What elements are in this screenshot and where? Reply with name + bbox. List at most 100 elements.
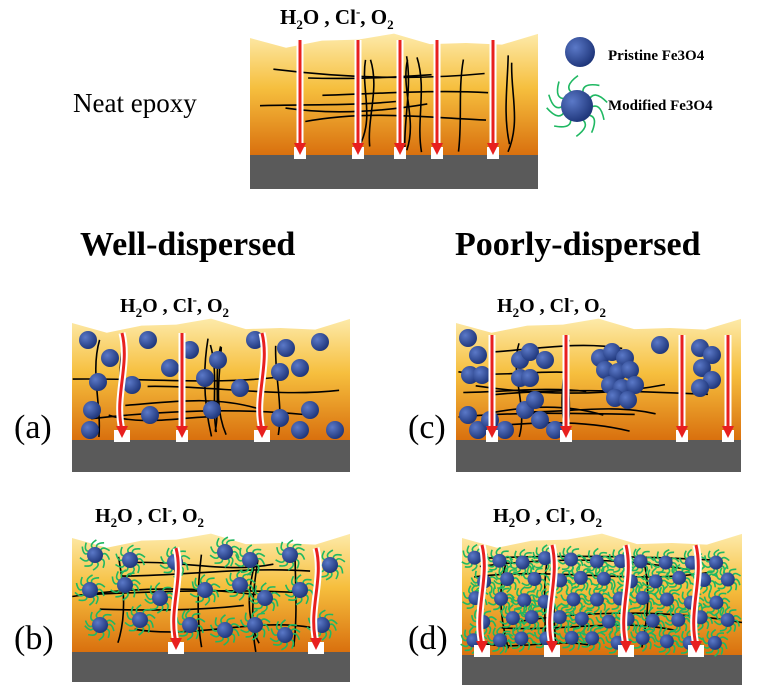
arrow-head xyxy=(394,143,406,155)
fe3o4-particle xyxy=(659,634,674,649)
fe3o4-particle xyxy=(469,421,487,439)
coating-layer xyxy=(250,33,538,155)
neat-epoxy-label: Neat epoxy xyxy=(73,88,197,118)
polymer-chain xyxy=(368,59,375,147)
fe3o4-particle xyxy=(709,555,724,570)
fe3o4-particle xyxy=(566,592,581,607)
arrow-shaft xyxy=(118,332,126,431)
fe3o4-particle xyxy=(139,331,157,349)
fe3o4-particle xyxy=(514,631,529,646)
fe3o4-particle xyxy=(123,376,141,394)
substrate xyxy=(462,655,742,685)
fe3o4-particle xyxy=(546,421,564,439)
fe3o4-particle xyxy=(493,633,508,648)
fe3o4-particle xyxy=(707,635,722,650)
fe3o4-particle xyxy=(596,571,611,586)
fe3o4-particle xyxy=(322,557,338,573)
polymer-chain xyxy=(463,388,587,394)
arrow-shaft xyxy=(478,544,486,646)
substrate xyxy=(456,440,741,472)
polymer-chain xyxy=(305,114,487,123)
fe3o4-particle xyxy=(635,591,650,606)
fe3o4-particle xyxy=(232,577,248,593)
fe3o4-particle xyxy=(589,592,604,607)
fe3o4-particle xyxy=(271,363,289,381)
polymer-chain xyxy=(125,399,261,410)
fe3o4-particle xyxy=(459,329,477,347)
polymer-chain xyxy=(322,90,489,97)
fe3o4-particle xyxy=(659,592,674,607)
fe3o4-particle xyxy=(301,401,319,419)
fe3o4-particle xyxy=(197,582,213,598)
fe3o4-particle xyxy=(720,612,735,627)
fe3o4-particle xyxy=(521,369,539,387)
polymer-chain xyxy=(259,100,396,107)
polymer-chain xyxy=(405,59,412,151)
fe3o4-particle xyxy=(601,614,616,629)
polymer-chain xyxy=(416,57,423,153)
fe3o4-particle xyxy=(494,591,509,606)
svg-text:H2O , Cl-, O2: H2O , Cl-, O2 xyxy=(280,4,394,32)
heading-well-dispersed: Well-dispersed xyxy=(80,226,295,263)
polymer-chain xyxy=(248,562,260,644)
polymer-chain xyxy=(79,589,301,596)
fe3o4-particle xyxy=(83,401,101,419)
fe3o4-particle xyxy=(645,613,660,628)
fe3o4-particle xyxy=(314,617,330,633)
arrow-head xyxy=(620,641,632,653)
svg-text:H2O , Cl-, O2: H2O , Cl-, O2 xyxy=(120,292,229,320)
fe3o4-particle xyxy=(496,421,514,439)
fe3o4-particle xyxy=(500,572,515,587)
arrow-head xyxy=(352,143,364,155)
fe3o4-particle xyxy=(619,391,637,409)
fe3o4-particle xyxy=(589,554,604,569)
fe3o4-particle xyxy=(152,590,168,606)
fe3o4-particle xyxy=(122,552,138,568)
pristine-particle-icon xyxy=(565,37,595,67)
fe3o4-particle xyxy=(527,572,542,587)
arrow-shaft xyxy=(692,544,700,646)
fe3o4-particle xyxy=(467,550,482,565)
panel-c-coating xyxy=(456,318,741,472)
fe3o4-particle xyxy=(459,406,477,424)
fe3o4-particle xyxy=(117,577,133,593)
fe3o4-particle xyxy=(521,343,539,361)
fe3o4-particle xyxy=(515,555,530,570)
neat-epoxy-group: H2O , Cl-, O2 Neat epoxy xyxy=(73,4,538,189)
legend: Pristine Fe3O4 Modified Fe3O4 xyxy=(546,37,713,138)
fe3o4-particle xyxy=(561,90,593,122)
panel-label-a: (a) xyxy=(14,409,52,446)
arrow-head xyxy=(431,143,443,155)
arrow-head xyxy=(256,426,268,438)
fe3o4-particle xyxy=(585,631,600,646)
arrow-head xyxy=(690,641,702,653)
arrow-head xyxy=(294,143,306,155)
neat-epoxy-coating xyxy=(250,33,538,189)
fe3o4-particle xyxy=(693,359,711,377)
fe3o4-particle xyxy=(209,351,227,369)
polymer-chain xyxy=(358,59,368,146)
fe3o4-particle xyxy=(651,336,669,354)
arrow-head xyxy=(170,638,182,650)
fe3o4-particle xyxy=(196,369,214,387)
fe3o4-particle xyxy=(242,552,258,568)
polymer-chain xyxy=(403,56,410,152)
panel-label-d: (d) xyxy=(408,620,448,657)
fe3o4-particle xyxy=(564,552,579,567)
fe3o4-particle xyxy=(282,547,298,563)
fe3o4-particle xyxy=(87,547,103,563)
species-label-d: H2O , Cl-, O2 xyxy=(493,502,602,530)
fe3o4-particle xyxy=(613,554,628,569)
fe3o4-particle xyxy=(291,359,309,377)
fe3o4-particle xyxy=(182,617,198,633)
fe3o4-particle xyxy=(691,379,709,397)
panel-label-b: (b) xyxy=(14,620,54,657)
fe3o4-particle xyxy=(257,590,273,606)
arrow-shaft xyxy=(312,547,320,643)
arrow-shaft xyxy=(258,332,266,431)
arrow-head xyxy=(310,638,322,650)
fe3o4-particle xyxy=(573,570,588,585)
panel-d-coating xyxy=(460,533,743,685)
fe3o4-particle xyxy=(101,349,119,367)
